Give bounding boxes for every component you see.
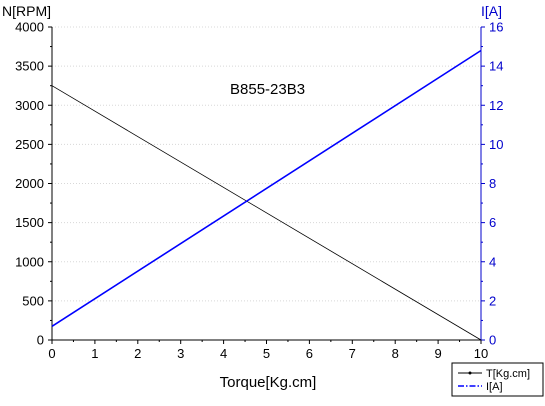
x-tick-label-10: 10 [474, 346, 488, 361]
x-tick-label-2: 2 [134, 346, 141, 361]
x-axis-title: Torque[Kg.cm] [220, 374, 317, 391]
y2-tick-label-1: 2 [489, 293, 496, 308]
y2-tick-label-5: 10 [489, 137, 503, 152]
y-tick-label-3: 1500 [15, 215, 44, 230]
grid [52, 26, 481, 302]
series-lines [51, 49, 482, 341]
y-tick-label-6: 3000 [15, 98, 44, 113]
series-line-torque [51, 85, 482, 341]
y2-axis-title: I[A] [481, 3, 502, 19]
y2-tick-label-0: 0 [489, 333, 496, 348]
y2-tick-label-7: 14 [489, 59, 503, 74]
y2-tick-label-8: 16 [489, 20, 503, 35]
ticks: 0500100015002000250030003500400002468101… [15, 20, 503, 362]
y-tick-label-5: 2500 [15, 137, 44, 152]
x-tick-label-9: 9 [434, 346, 441, 361]
y2-tick-label-2: 4 [489, 254, 496, 269]
x-tick-label-6: 6 [306, 346, 313, 361]
legend: T[Kg.cm] I[A] [451, 362, 544, 397]
x-tick-label-1: 1 [91, 346, 98, 361]
x-tick-label-7: 7 [349, 346, 356, 361]
x-tick-label-5: 5 [263, 346, 270, 361]
y-tick-label-7: 3500 [15, 59, 44, 74]
y-tick-label-1: 500 [22, 293, 44, 308]
series-line-current [51, 49, 482, 327]
legend-box [451, 362, 544, 397]
x-tick-label-0: 0 [48, 346, 55, 361]
y-tick-label-8: 4000 [15, 20, 44, 35]
chart-title: B855-23B3 [230, 81, 305, 98]
y2-tick-label-3: 6 [489, 215, 496, 230]
y-tick-label-4: 2000 [15, 176, 44, 191]
x-tick-label-8: 8 [392, 346, 399, 361]
legend-label-current: I[A] [486, 381, 503, 393]
y-tick-label-2: 1000 [15, 254, 44, 269]
legend-marker-torque [468, 371, 472, 375]
y-axis-title: N[RPM] [2, 3, 51, 19]
axes [51, 27, 482, 341]
y-tick-label-0: 0 [37, 333, 44, 348]
x-tick-label-3: 3 [177, 346, 184, 361]
legend-label-torque: T[Kg.cm] [486, 368, 530, 380]
y2-tick-label-4: 8 [489, 176, 496, 191]
y2-tick-label-6: 12 [489, 98, 503, 113]
x-tick-label-4: 4 [220, 346, 227, 361]
